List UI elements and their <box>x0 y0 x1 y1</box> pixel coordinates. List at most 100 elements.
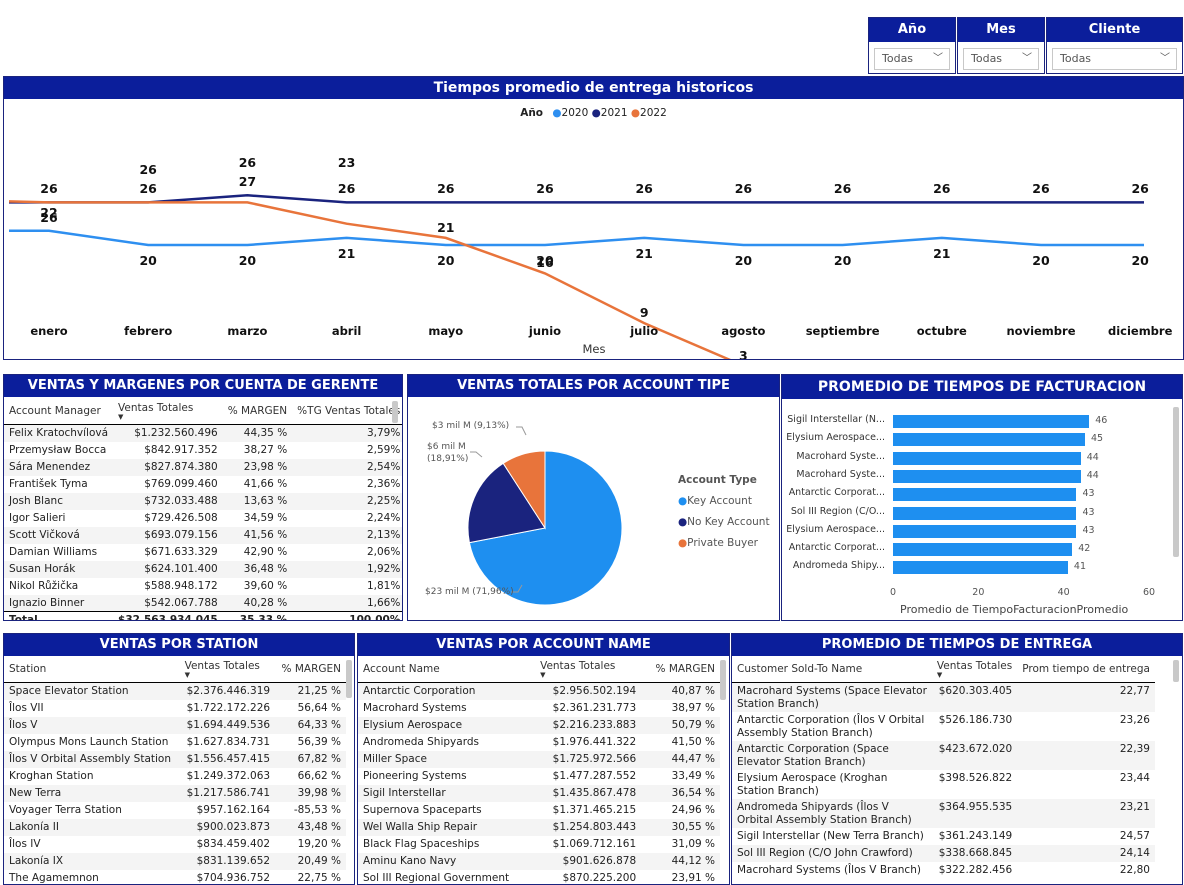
entrega-table: Customer Sold-To Name Ventas Totales ▼ Pr… <box>732 656 1155 879</box>
table-row[interactable]: Space Elevator Station $2.376.446.319 21,2… <box>4 682 346 700</box>
col-margen[interactable]: % MARGEN <box>222 398 293 425</box>
table-row[interactable]: Olympus Mons Launch Station $1.627.834.73… <box>4 734 346 751</box>
bar[interactable] <box>893 469 1081 483</box>
pie-slice-private-buyer[interactable] <box>502 450 546 530</box>
table-row[interactable]: Îlos V Orbital Assembly Station $1.556.45… <box>4 750 346 768</box>
scrollbar[interactable] <box>1173 407 1179 557</box>
table-row[interactable]: Black Flag Spaceships $1.069.712.161 31,09… <box>358 836 720 853</box>
scrollbar[interactable] <box>1173 660 1179 682</box>
col-margen[interactable]: % MARGEN <box>275 656 346 683</box>
table-row[interactable]: Pioneering Systems $1.477.287.552 33,49 % <box>358 768 720 785</box>
table-row[interactable]: Sigil Interstellar (New Terra Branch) $36… <box>732 828 1155 845</box>
table-row[interactable]: Scott Vičková $693.079.156 41,56 % 2,13% <box>4 526 402 544</box>
table-row[interactable]: Macrohard Systems (Space Elevator Station… <box>732 682 1155 712</box>
table-cell: 41,66 % <box>243 478 288 490</box>
table-row[interactable]: Ignazio Binner $542.067.788 40,28 % 1,66% <box>4 594 402 612</box>
table-row[interactable]: Andromeda Shipyards $1.976.441.322 41,50 % <box>358 734 720 751</box>
col-station[interactable]: Station <box>4 656 180 683</box>
bar-category-label: Andromeda Shipy... <box>792 560 885 572</box>
table-row[interactable]: Susan Horák $624.101.400 36,48 % 1,92% <box>4 560 402 578</box>
col-ventas-totales[interactable]: Ventas Totales ▼ <box>535 656 642 683</box>
customer-name-line1: Sol III Region (C/O John Crawford) <box>737 847 913 859</box>
data-label: 20 <box>734 253 753 268</box>
data-label: 20 <box>536 253 554 268</box>
table-row[interactable]: Antarctic Corporation $2.956.502.194 40,87… <box>358 682 720 700</box>
account-title: VENTAS POR ACCOUNT NAME <box>358 634 729 656</box>
table-row[interactable]: Kroghan Station $1.249.372.063 66,62 % <box>4 768 346 785</box>
scrollbar[interactable] <box>346 660 352 698</box>
scrollbar[interactable] <box>392 401 398 423</box>
table-cell: Andromeda Shipyards <box>363 736 479 748</box>
pie-slice-no-key-account[interactable] <box>467 462 546 544</box>
table-row[interactable]: Miller Space $1.725.972.566 44,47 % <box>358 750 720 768</box>
bar-category-label: Macrohard Syste... <box>796 468 885 480</box>
table-row[interactable]: Sára Menendez $827.874.380 23,98 % 2,54% <box>4 458 402 476</box>
bar[interactable] <box>893 524 1077 538</box>
table-row[interactable]: Damian Williams $671.633.329 42,90 % 2,06% <box>4 544 402 561</box>
bar[interactable] <box>893 488 1077 502</box>
bar-value-label: 41 <box>1073 561 1087 573</box>
table-cell: The Agamemnon <box>9 872 99 884</box>
table-row[interactable]: Antarctic Corporation (Îlos V Orbital Ass… <box>732 712 1155 741</box>
col-ventas-totales[interactable]: Ventas Totales ▼ <box>179 656 276 683</box>
table-row[interactable]: Josh Blanc $732.033.488 13,63 % 2,25% <box>4 492 402 510</box>
slicer-ano-dropdown[interactable]: Todas ﹀ <box>874 48 950 70</box>
table-row[interactable]: Lakonía II $900.023.873 43,48 % <box>4 818 346 836</box>
table-row[interactable]: Sigil Interstellar $1.435.867.478 36,54 % <box>358 784 720 802</box>
bar[interactable] <box>893 415 1090 428</box>
table-row[interactable]: Nikol Růžička $588.948.172 39,60 % 1,81% <box>4 578 402 595</box>
data-label: 20 <box>238 253 257 268</box>
table-row[interactable]: Lakonía IX $831.139.652 20,49 % <box>4 852 346 870</box>
table-row[interactable]: Îlos IV $834.459.402 19,20 % <box>4 836 346 853</box>
table-row[interactable]: Macrohard Systems (Îlos V Branch) $322.28… <box>732 862 1155 879</box>
col-account-manager[interactable]: Account Manager <box>4 398 114 425</box>
bar-value-label: 43 <box>1082 506 1095 518</box>
table-row[interactable]: Andromeda Shipyards (Îlos V Orbital Assem… <box>732 799 1155 828</box>
table-row[interactable]: Îlos VII $1.722.172.226 56,64 % <box>4 700 346 717</box>
slicer-mes-dropdown[interactable]: Todas ﹀ <box>963 48 1039 70</box>
table-cell: 24,57 <box>1119 830 1150 842</box>
table-row[interactable]: František Tyma $769.099.460 41,66 % 2,36% <box>4 476 402 493</box>
x-axis-title: Mes <box>582 342 606 356</box>
table-row[interactable]: New Terra $1.217.586.741 39,98 % <box>4 784 346 802</box>
bar[interactable] <box>893 561 1068 575</box>
table-row[interactable]: Îlos V $1.694.449.536 64,33 % <box>4 716 346 734</box>
table-row[interactable]: Voyager Terra Station $957.162.164 -85,53 … <box>4 802 346 819</box>
col-margen[interactable]: % MARGEN <box>641 656 720 683</box>
table-row[interactable]: Elysium Aerospace $2.216.233.883 50,79 % <box>358 716 720 734</box>
table-cell: 1,66% <box>292 594 402 612</box>
col-prom-entrega[interactable]: Prom tiempo de entrega <box>1017 656 1155 683</box>
col-ventas-totales[interactable]: Ventas Totales ▼ <box>113 398 223 425</box>
table-row[interactable]: The Agamemnon $704.936.752 22,75 % <box>4 870 346 884</box>
gerente-title: VENTAS Y MARGENES POR CUENTA DE GERENTE <box>4 375 402 397</box>
slicer-cliente-dropdown[interactable]: Todas ﹀ <box>1052 48 1177 70</box>
scrollbar[interactable] <box>720 660 726 700</box>
table-cell: Andromeda Shipyards (Îlos V Orbital Assem… <box>732 799 932 828</box>
table-cell: 67,82 % <box>275 750 346 768</box>
bar[interactable] <box>893 543 1073 557</box>
table-row[interactable]: Sol III Regional Government $870.225.200 2… <box>358 870 720 884</box>
table-cell: 30,55 % <box>641 818 720 836</box>
table-row[interactable]: Antarctic Corporation (Space Elevator Sta… <box>732 741 1155 770</box>
pie-slice-key-account[interactable] <box>468 450 623 606</box>
table-row[interactable]: Supernova Spaceparts $1.371.465.215 24,96 … <box>358 802 720 819</box>
bar[interactable] <box>893 451 1081 465</box>
table-cell: Kroghan Station <box>9 770 94 782</box>
table-row[interactable]: Aminu Kano Navy $901.626.878 44,12 % <box>358 852 720 870</box>
table-row[interactable]: Igor Salieri $729.426.508 34,59 % 2,24% <box>4 510 402 527</box>
bar[interactable] <box>893 506 1077 520</box>
col-customer[interactable]: Customer Sold-To Name <box>732 656 932 683</box>
col-tg-ventas[interactable]: %TG Ventas Totales <box>292 398 402 425</box>
table-row[interactable]: Sol III Region (C/O John Crawford) $338.6… <box>732 845 1155 862</box>
table-cell: 24,96 % <box>671 804 715 816</box>
table-cell: Lakonía IX <box>4 852 180 870</box>
table-row[interactable]: Wel Walla Ship Repair $1.254.803.443 30,55… <box>358 818 720 836</box>
bar[interactable] <box>893 433 1085 447</box>
table-row[interactable]: Elysium Aerospace (Kroghan Station Branch… <box>732 770 1155 799</box>
table-row[interactable]: Macrohard Systems $2.361.231.773 38,97 % <box>358 700 720 717</box>
table-cell: $831.139.652 <box>179 852 276 870</box>
col-ventas-totales[interactable]: Ventas Totales ▼ <box>931 656 1018 683</box>
table-row[interactable]: Felix Kratochvílová $1.232.560.496 44,35 %… <box>4 424 402 442</box>
table-row[interactable]: Przemysław Bocca $842.917.352 38,27 % 2,59% <box>4 442 402 459</box>
col-account-name[interactable]: Account Name <box>358 656 536 683</box>
